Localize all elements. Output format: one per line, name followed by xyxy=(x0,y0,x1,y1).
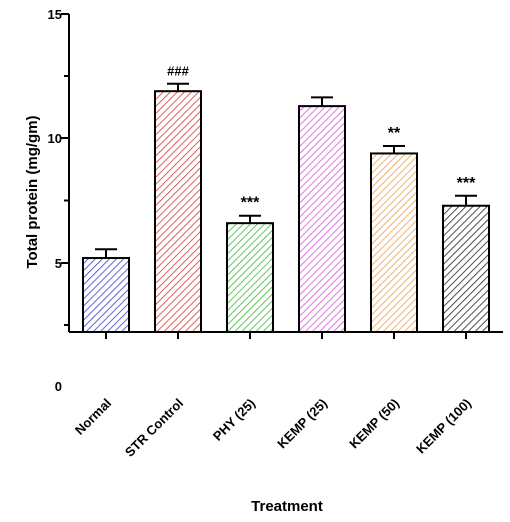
significance-mark: *** xyxy=(241,195,260,212)
x-tick-label: STR Control xyxy=(122,396,186,460)
bar-phy-25 xyxy=(226,222,274,333)
bar-str-control xyxy=(154,90,202,333)
bar-kemp-100 xyxy=(442,204,490,333)
x-tick-label: KEMP (50) xyxy=(346,396,402,452)
bar-normal xyxy=(82,257,130,333)
bar-kemp-50 xyxy=(370,152,418,333)
x-tick-label: Normal xyxy=(72,396,114,438)
bar-kemp-25 xyxy=(298,105,346,333)
significance-mark: ### xyxy=(167,64,189,79)
significance-mark: *** xyxy=(457,175,476,192)
y-tick-label: 5 xyxy=(55,256,62,271)
y-axis-title: Total protein (mg/gm) xyxy=(24,115,41,268)
x-tick-label: KEMP (100) xyxy=(413,396,474,457)
chart-axes xyxy=(61,13,503,339)
significance-mark: ** xyxy=(388,125,401,142)
x-tick-label: PHY (25) xyxy=(210,396,258,444)
chart-bars xyxy=(82,82,490,333)
y-tick-label: 0 xyxy=(55,379,62,394)
y-tick-label: 15 xyxy=(48,7,62,22)
x-axis-title: Treatment xyxy=(251,498,323,515)
x-tick-label: KEMP (25) xyxy=(274,396,330,452)
y-tick-label: 10 xyxy=(48,131,62,146)
